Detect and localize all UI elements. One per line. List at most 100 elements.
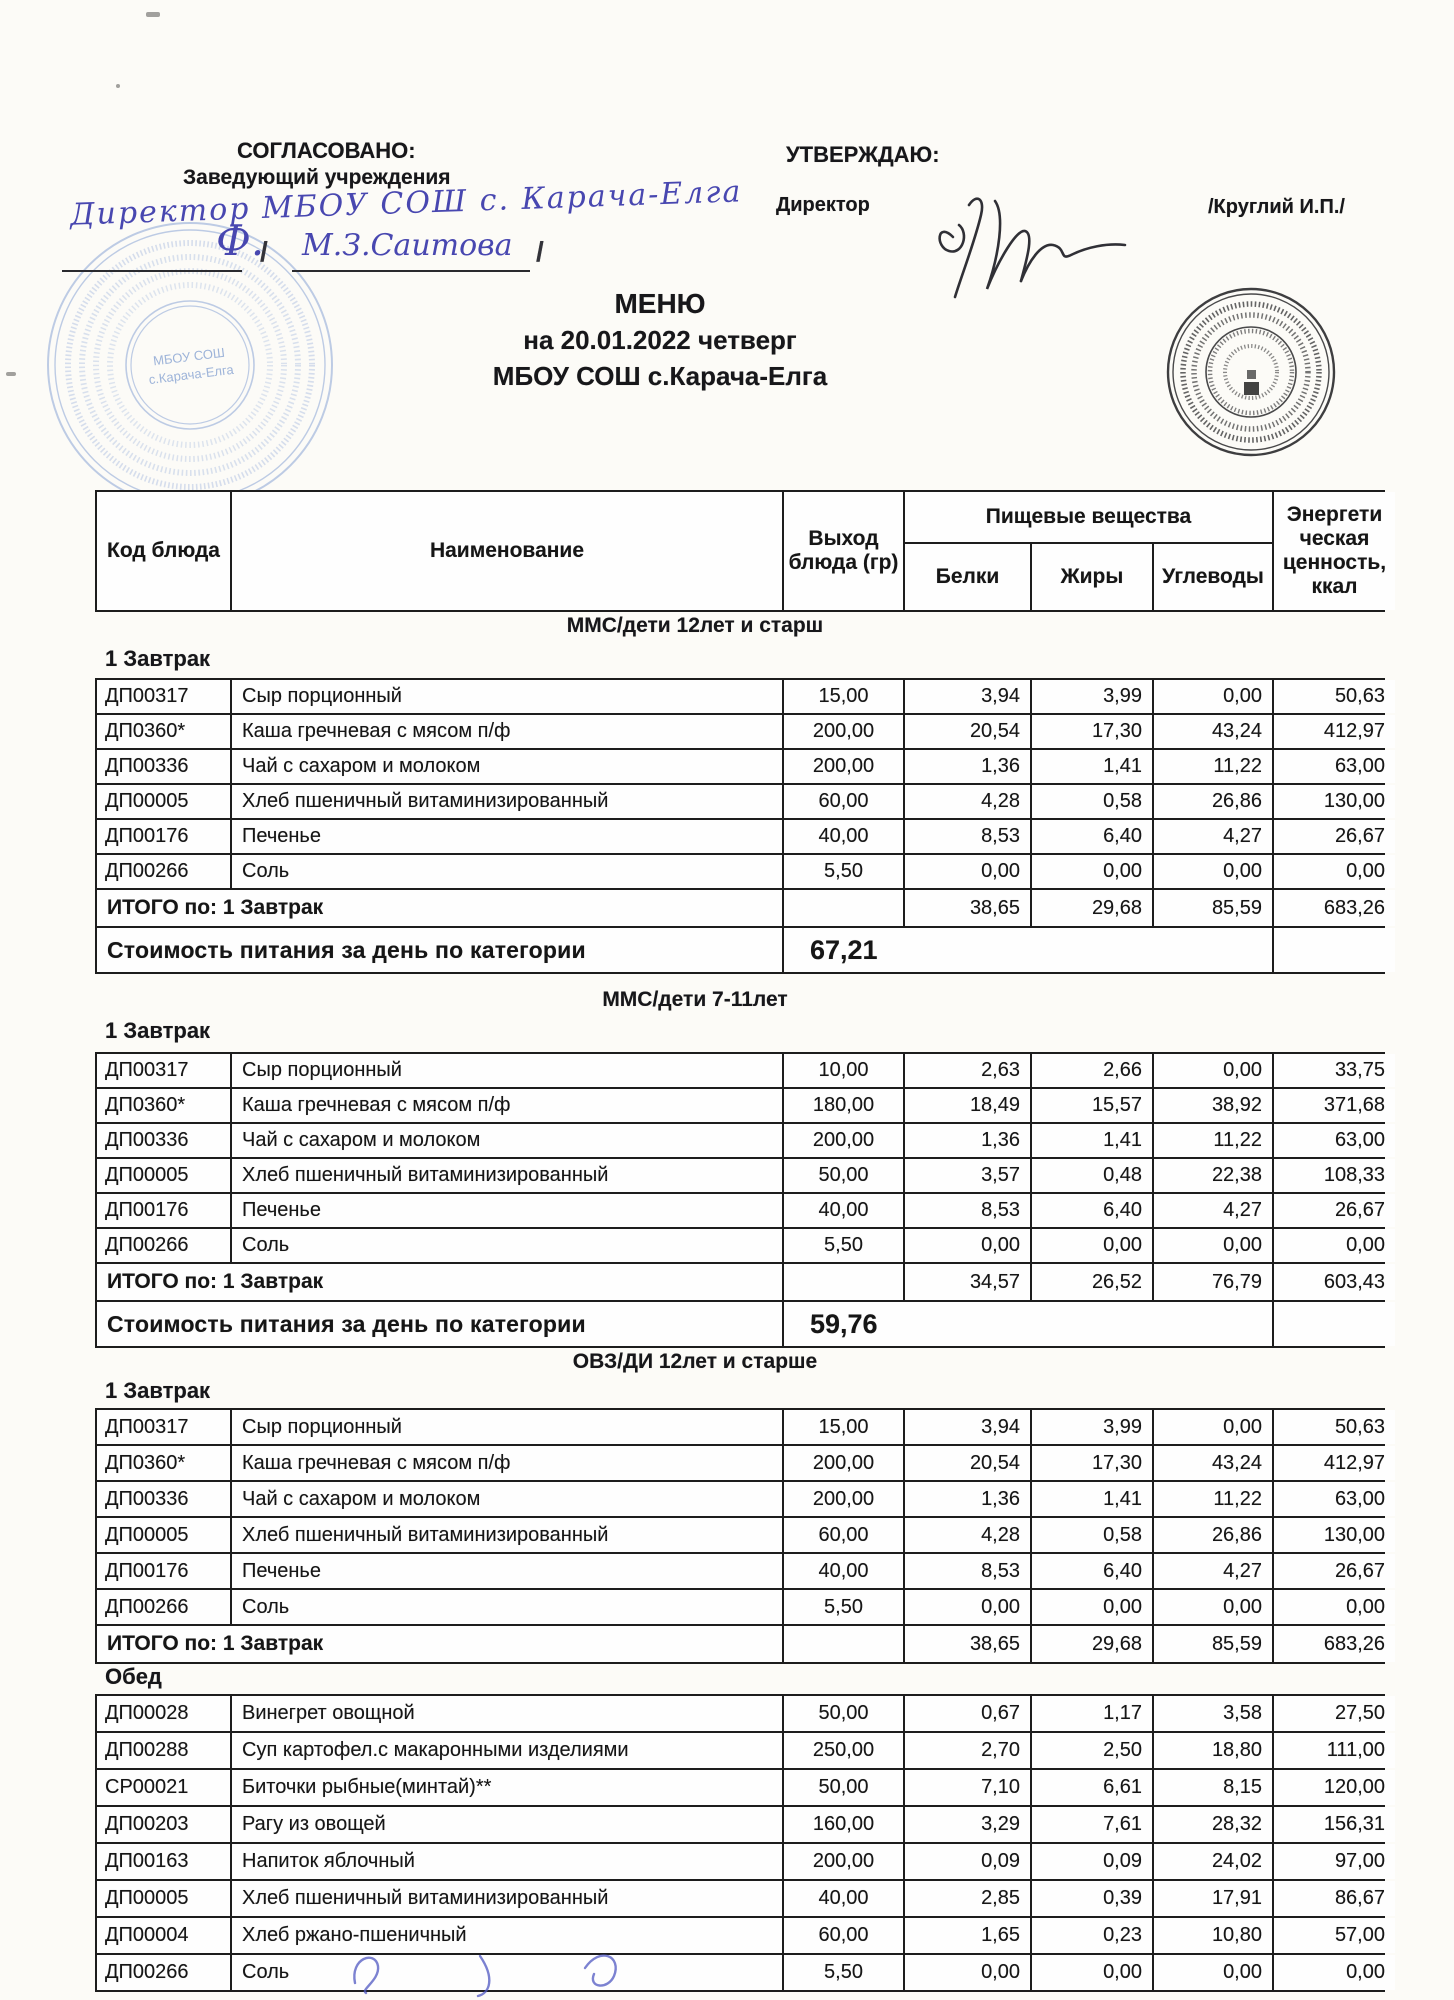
meal-header: 1 Завтрак: [105, 1378, 211, 1403]
scan-artifact: [146, 12, 160, 17]
carb-cell: 4,27: [1154, 820, 1272, 853]
empty-cell: [784, 1264, 903, 1300]
menu-table-breakfast-mms12: ДП00317 Сыр порционный 15,00 3,94 3,99 0,00 50…: [95, 678, 1395, 974]
code-cell: ДП00317: [97, 680, 230, 713]
energy-cell: 0,00: [1274, 1229, 1395, 1262]
dish-name-cell: Суп картофел.с макаронными изделиями: [232, 1733, 782, 1768]
energy-cell: 86,67: [1274, 1881, 1395, 1916]
dish-name-cell: Хлеб пшеничный витаминизированный: [232, 1518, 782, 1552]
fat-cell: 0,00: [1032, 1229, 1152, 1262]
carb-cell: 3,58: [1154, 1696, 1272, 1731]
portion-cell: 10,00: [784, 1054, 903, 1087]
total-value-cell: 76,79: [1154, 1264, 1272, 1300]
code-cell: ДП00176: [97, 1554, 230, 1588]
protein-cell: 1,65: [905, 1918, 1030, 1953]
portion-cell: 250,00: [784, 1733, 903, 1768]
protein-cell: 2,85: [905, 1881, 1030, 1916]
menu-table-header: Код блюда Наименование Выход блюда (гр) …: [95, 490, 1395, 612]
school-blue-stamp: МБОУ СОШ с.Карача-Елга: [47, 222, 333, 508]
protein-cell: 0,09: [905, 1844, 1030, 1879]
dish-name-cell: Хлеб пшеничный витаминизированный: [232, 1881, 782, 1916]
carb-cell: 8,15: [1154, 1770, 1272, 1805]
dish-name-cell: Сыр порционный: [232, 1410, 782, 1444]
dish-name-cell: Хлеб пшеничный витаминизированный: [232, 1159, 782, 1192]
dish-name-cell: Каша гречневая с мясом п/ф: [232, 715, 782, 748]
menu-table-lunch: ДП00028 Винегрет овощной 50,00 0,67 1,17 3,58…: [95, 1694, 1395, 1992]
carb-cell: 38,92: [1154, 1089, 1272, 1122]
portion-cell: 200,00: [784, 715, 903, 748]
code-cell: ДП00176: [97, 1194, 230, 1227]
portion-cell: 200,00: [784, 1446, 903, 1480]
code-cell: ДП00266: [97, 855, 230, 888]
cost-label-cell: Стоимость питания за день по категории: [97, 928, 782, 972]
category-header: ММС/дети 7-11лет: [602, 988, 788, 1011]
dish-name-cell: Соль: [232, 855, 782, 888]
energy-cell: 50,63: [1274, 680, 1395, 713]
fat-cell: 0,00: [1032, 1590, 1152, 1624]
energy-cell: 130,00: [1274, 785, 1395, 818]
agreed-name-signature: М.З.Саитова: [302, 228, 513, 263]
cost-label-cell: Стоимость питания за день по категории: [97, 1302, 782, 1346]
portion-cell: 60,00: [784, 785, 903, 818]
approver-label: УТВЕРЖДАЮ:: [786, 142, 940, 167]
dish-name-cell: Напиток яблочный: [232, 1844, 782, 1879]
code-cell: ДП00266: [97, 1229, 230, 1262]
code-cell: ДП00176: [97, 820, 230, 853]
code-cell: ДП0360*: [97, 1446, 230, 1480]
protein-cell: 3,29: [905, 1807, 1030, 1842]
energy-cell: 130,00: [1274, 1518, 1395, 1552]
signature-line: [292, 268, 530, 272]
dish-name-cell: Каша гречневая с мясом п/ф: [232, 1089, 782, 1122]
scan-artifact: [116, 84, 120, 88]
agreed-subtitle: Заведующий учреждения: [183, 166, 451, 189]
energy-cell: 120,00: [1274, 1770, 1395, 1805]
carb-cell: 26,86: [1154, 785, 1272, 818]
portion-cell: 15,00: [784, 1410, 903, 1444]
slash-mark: /: [536, 236, 544, 267]
fat-cell: 0,09: [1032, 1844, 1152, 1879]
dish-name-cell: Чай с сахаром и молоком: [232, 750, 782, 783]
protein-cell: 20,54: [905, 715, 1030, 748]
carb-cell: 0,00: [1154, 855, 1272, 888]
total-value-cell: 29,68: [1032, 890, 1152, 926]
carb-cell: 0,00: [1154, 1410, 1272, 1444]
carb-cell: 11,22: [1154, 1482, 1272, 1516]
code-cell: ДП00317: [97, 1410, 230, 1444]
fat-cell: 2,66: [1032, 1054, 1152, 1087]
fat-cell: 0,00: [1032, 855, 1152, 888]
code-cell: ДП00203: [97, 1807, 230, 1842]
dish-name-cell: Чай с сахаром и молоком: [232, 1482, 782, 1516]
code-cell: СР00021: [97, 1770, 230, 1805]
carb-cell: 18,80: [1154, 1733, 1272, 1768]
col-header-fat: Жиры: [1032, 544, 1152, 610]
energy-cell: 111,00: [1274, 1733, 1395, 1768]
dish-name-cell: Соль: [232, 1229, 782, 1262]
fat-cell: 1,41: [1032, 1124, 1152, 1157]
portion-cell: 40,00: [784, 1194, 903, 1227]
fat-cell: 6,40: [1032, 820, 1152, 853]
energy-cell: 108,33: [1274, 1159, 1395, 1192]
protein-cell: 2,63: [905, 1054, 1030, 1087]
code-cell: ДП00266: [97, 1955, 230, 1990]
energy-cell: 27,50: [1274, 1696, 1395, 1731]
carb-cell: 0,00: [1154, 680, 1272, 713]
cost-value-cell: 67,21: [784, 928, 1272, 972]
col-header-protein: Белки: [905, 544, 1030, 610]
category-header: ММС/дети 12лет и старш: [566, 614, 824, 637]
dish-name-cell: Соль: [232, 1955, 782, 1990]
fat-cell: 17,30: [1032, 715, 1152, 748]
carb-cell: 0,00: [1154, 1955, 1272, 1990]
title-date: на 20.01.2022 четверг: [523, 325, 797, 355]
fat-cell: 6,40: [1032, 1194, 1152, 1227]
total-value-cell: 683,26: [1274, 890, 1395, 926]
director-signature: [938, 197, 1127, 299]
total-value-cell: 26,52: [1032, 1264, 1152, 1300]
carb-cell: 4,27: [1154, 1554, 1272, 1588]
dish-name-cell: Сыр порционный: [232, 680, 782, 713]
portion-cell: 50,00: [784, 1770, 903, 1805]
fat-cell: 0,23: [1032, 1918, 1152, 1953]
code-cell: ДП00336: [97, 1482, 230, 1516]
carb-cell: 43,24: [1154, 1446, 1272, 1480]
fat-cell: 15,57: [1032, 1089, 1152, 1122]
